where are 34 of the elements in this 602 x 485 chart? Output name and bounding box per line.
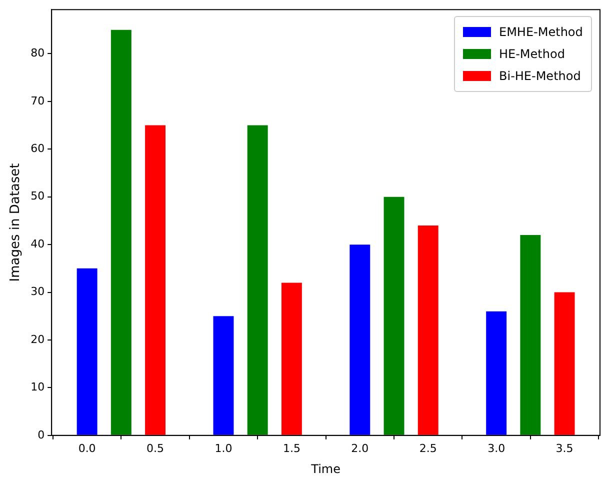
y-tick-label: 10 xyxy=(30,380,45,394)
bar xyxy=(384,196,404,435)
legend-label: EMHE-Method xyxy=(499,24,583,39)
bar xyxy=(418,225,438,435)
bar xyxy=(350,244,370,435)
x-tick-label: 3.0 xyxy=(488,442,506,455)
y-axis-title: Images in Dataset xyxy=(8,163,24,282)
x-tick-label: 2.5 xyxy=(419,442,437,455)
legend-label: HE-Method xyxy=(499,46,565,61)
bar xyxy=(247,125,268,435)
bar xyxy=(76,268,98,435)
y-tick-label: 30 xyxy=(30,285,45,298)
x-tick-label: 1.0 xyxy=(214,442,232,455)
y-tick-label: 40 xyxy=(30,237,45,250)
bar xyxy=(110,30,132,435)
y-tick-label: 70 xyxy=(30,94,45,108)
x-axis-title: Time xyxy=(310,462,340,476)
y-tick-label: 50 xyxy=(30,190,45,203)
bar xyxy=(486,311,507,435)
bar xyxy=(213,316,234,435)
y-tick-label: 20 xyxy=(30,332,45,346)
x-tick-label: 0.0 xyxy=(78,442,96,455)
bar xyxy=(145,125,166,435)
bar xyxy=(554,292,575,435)
y-tick-label: 0 xyxy=(38,428,45,442)
bar xyxy=(520,235,541,435)
y-tick-label: 80 xyxy=(30,46,45,60)
x-tick-label: 0.5 xyxy=(146,442,164,455)
x-tick-label: 2.0 xyxy=(351,442,369,455)
bar xyxy=(281,282,302,435)
y-tick-label: 60 xyxy=(30,142,45,156)
x-tick-label: 1.5 xyxy=(282,442,300,455)
x-tick-label: 3.5 xyxy=(556,442,574,455)
legend-label: Bi-HE-Method xyxy=(499,68,581,83)
